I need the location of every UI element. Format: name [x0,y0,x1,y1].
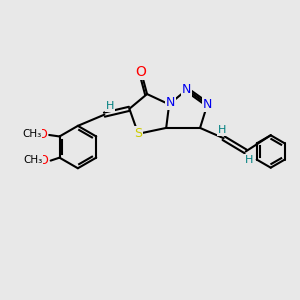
Text: O: O [136,65,147,79]
Text: N: N [203,98,212,111]
Text: S: S [134,127,142,140]
Text: CH₃: CH₃ [23,155,43,165]
Text: CH₃: CH₃ [22,129,41,139]
Text: H: H [218,125,226,135]
Text: O: O [38,154,48,167]
Text: H: H [106,101,114,111]
Text: N: N [182,83,191,96]
Text: N: N [166,95,175,109]
Text: H: H [244,155,253,165]
Text: O: O [37,128,47,142]
